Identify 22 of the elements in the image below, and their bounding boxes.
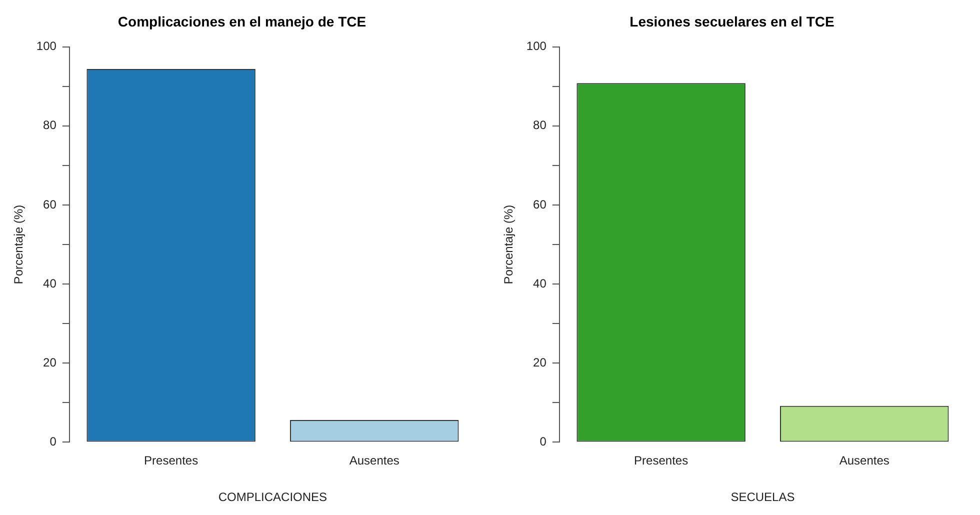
- x-tick-label: Presentes: [634, 454, 688, 468]
- x-tick-label: Ausentes: [839, 454, 890, 468]
- chart-title: Lesiones secuelares en el TCE: [630, 13, 834, 30]
- y-tick-label: 0: [50, 434, 57, 449]
- y-tick-label: 100: [36, 39, 57, 54]
- y-tick-label: 60: [43, 197, 57, 212]
- y-axis-title: Porcentaje (%): [12, 204, 26, 284]
- y-tick-label: 60: [533, 197, 547, 212]
- y-tick-label: 20: [43, 355, 57, 370]
- x-tick-label: Presentes: [144, 454, 198, 468]
- chart-title: Complicaciones en el manejo de TCE: [118, 13, 366, 30]
- x-axis-title: COMPLICACIONES: [218, 490, 328, 504]
- y-tick-label: 40: [43, 276, 57, 290]
- y-tick-label: 40: [533, 276, 547, 290]
- y-tick-label: 0: [540, 434, 547, 449]
- x-axis-title: SECUELAS: [730, 490, 795, 504]
- y-tick-label: 80: [533, 118, 547, 132]
- y-axis-title: Porcentaje (%): [502, 204, 516, 284]
- x-tick-label: Ausentes: [349, 454, 400, 468]
- y-tick-label: 100: [526, 39, 547, 54]
- y-tick-label: 80: [43, 118, 57, 132]
- y-tick-label: 20: [533, 355, 547, 370]
